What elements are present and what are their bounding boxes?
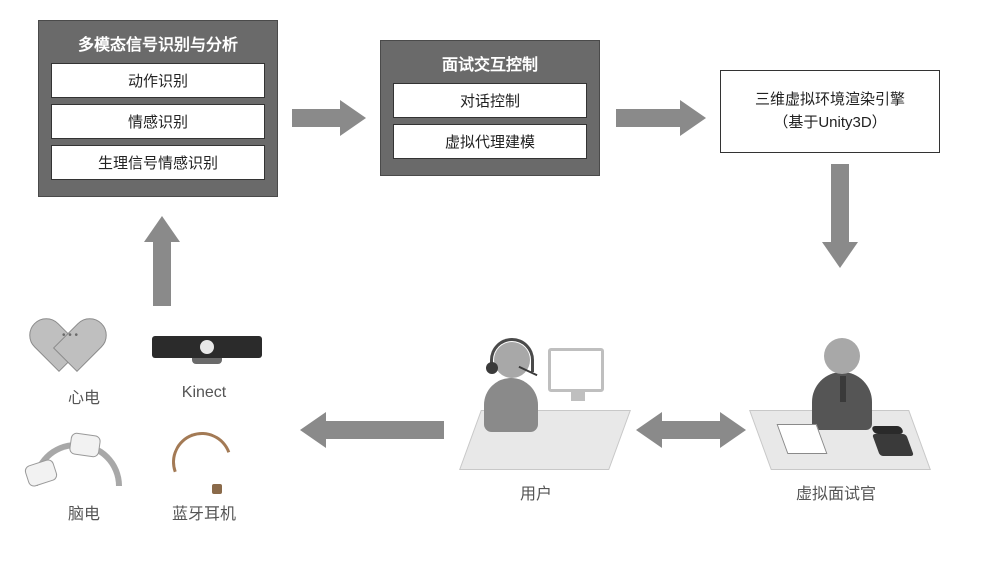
device-eeg: [30, 436, 125, 491]
multimodal-item-1: 情感识别: [51, 104, 265, 139]
device-kinect-label: Kinect: [164, 384, 244, 402]
actor-interviewer-label: 虚拟面试官: [796, 480, 876, 504]
multimodal-panel: 多模态信号识别与分析 动作识别 情感识别 生理信号情感识别: [38, 20, 278, 197]
interaction-title: 面试交互控制: [393, 51, 587, 75]
kinect-icon: [152, 336, 262, 358]
render-box: 三维虚拟环境渲染引擎 （基于Unity3D）: [720, 70, 940, 153]
eeg-icon: [30, 436, 125, 491]
arrow-user-to-devices: [300, 412, 450, 448]
arrow-user-interviewer: [636, 412, 746, 448]
bt-headset-icon: [168, 428, 238, 498]
render-line1: 三维虚拟环境渲染引擎: [733, 89, 927, 112]
actor-user: [470, 320, 620, 470]
arrow-multi-to-interaction: [292, 100, 372, 136]
arrow-render-down: [822, 164, 858, 274]
actor-user-label: 用户: [520, 480, 552, 504]
device-eeg-label: 脑电: [44, 500, 124, 524]
heart-icon: • • •: [44, 316, 106, 378]
device-bthead: [168, 428, 238, 498]
multimodal-title: 多模态信号识别与分析: [51, 31, 265, 55]
user-icon: [470, 320, 620, 470]
actor-interviewer: [760, 320, 920, 470]
device-heart: • • •: [44, 316, 106, 378]
arrow-devices-to-multi: [144, 216, 180, 308]
arrow-interaction-to-render: [616, 100, 712, 136]
device-bthead-label: 蓝牙耳机: [154, 500, 254, 524]
device-kinect: [152, 336, 262, 358]
render-line2: （基于Unity3D）: [733, 112, 927, 135]
multimodal-item-2: 生理信号情感识别: [51, 145, 265, 180]
multimodal-item-0: 动作识别: [51, 63, 265, 98]
interaction-panel: 面试交互控制 对话控制 虚拟代理建模: [380, 40, 600, 176]
device-heart-label: 心电: [44, 384, 124, 408]
interviewer-icon: [760, 320, 920, 470]
interaction-item-1: 虚拟代理建模: [393, 124, 587, 159]
interaction-item-0: 对话控制: [393, 83, 587, 118]
